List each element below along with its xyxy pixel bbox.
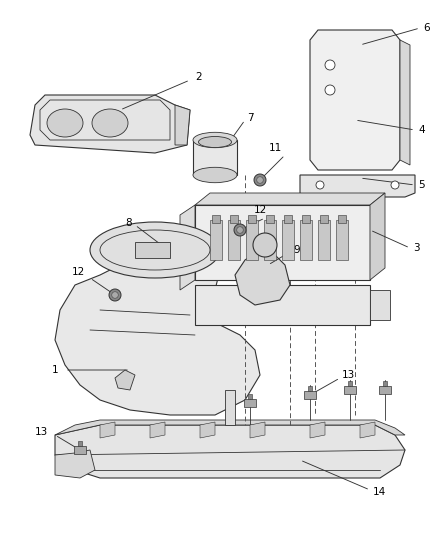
Polygon shape	[344, 386, 356, 394]
Text: 7: 7	[247, 113, 254, 123]
Polygon shape	[304, 391, 316, 399]
Polygon shape	[74, 446, 86, 454]
Text: 6: 6	[423, 23, 430, 33]
Text: 5: 5	[418, 180, 424, 190]
Polygon shape	[175, 105, 190, 145]
Polygon shape	[193, 140, 237, 175]
Circle shape	[253, 233, 277, 257]
Polygon shape	[248, 215, 256, 223]
Polygon shape	[55, 420, 405, 435]
Polygon shape	[310, 422, 325, 438]
Ellipse shape	[193, 167, 237, 183]
Polygon shape	[230, 215, 238, 223]
Polygon shape	[379, 386, 391, 394]
Polygon shape	[360, 422, 375, 438]
Polygon shape	[320, 215, 328, 223]
Polygon shape	[250, 422, 265, 438]
Polygon shape	[246, 220, 258, 260]
Polygon shape	[244, 399, 256, 407]
Polygon shape	[78, 441, 82, 446]
Polygon shape	[308, 386, 312, 391]
Ellipse shape	[193, 132, 237, 148]
Text: 8: 8	[125, 218, 132, 228]
Circle shape	[257, 177, 263, 183]
Text: 13: 13	[35, 427, 48, 437]
Polygon shape	[55, 250, 260, 415]
Text: 2: 2	[195, 72, 201, 82]
Text: 1: 1	[51, 365, 58, 375]
Polygon shape	[150, 422, 165, 438]
Circle shape	[237, 227, 243, 233]
Polygon shape	[318, 220, 330, 260]
Polygon shape	[370, 290, 390, 320]
Polygon shape	[259, 245, 271, 285]
Polygon shape	[200, 422, 215, 438]
Polygon shape	[212, 215, 220, 223]
Polygon shape	[310, 30, 400, 170]
Polygon shape	[370, 193, 385, 280]
Polygon shape	[400, 40, 410, 165]
Text: 13: 13	[342, 370, 355, 380]
Text: 12: 12	[253, 205, 267, 215]
Polygon shape	[302, 215, 310, 223]
Circle shape	[325, 60, 335, 70]
Polygon shape	[348, 381, 352, 386]
Circle shape	[254, 174, 266, 186]
Polygon shape	[30, 95, 190, 153]
Polygon shape	[195, 285, 370, 325]
Polygon shape	[282, 220, 294, 260]
Polygon shape	[235, 250, 290, 305]
Text: 9: 9	[293, 245, 300, 255]
Polygon shape	[300, 175, 415, 197]
Polygon shape	[195, 193, 385, 205]
Polygon shape	[248, 394, 252, 399]
Text: 11: 11	[268, 143, 282, 153]
Polygon shape	[266, 215, 274, 223]
Polygon shape	[55, 450, 95, 478]
Circle shape	[325, 85, 335, 95]
Polygon shape	[300, 220, 312, 260]
Polygon shape	[210, 220, 222, 260]
Polygon shape	[338, 215, 346, 223]
Ellipse shape	[90, 222, 220, 278]
Circle shape	[316, 181, 324, 189]
Ellipse shape	[92, 109, 128, 137]
Ellipse shape	[198, 136, 232, 148]
Polygon shape	[135, 242, 170, 258]
Circle shape	[234, 224, 246, 236]
Polygon shape	[55, 425, 405, 478]
Ellipse shape	[47, 109, 83, 137]
Circle shape	[112, 292, 118, 298]
Polygon shape	[228, 220, 240, 260]
Polygon shape	[180, 205, 195, 290]
Polygon shape	[100, 422, 115, 438]
Text: 12: 12	[72, 267, 85, 277]
Text: 3: 3	[413, 243, 420, 253]
Text: 4: 4	[418, 125, 424, 135]
Text: 14: 14	[373, 487, 386, 497]
Polygon shape	[195, 205, 370, 280]
Circle shape	[109, 289, 121, 301]
Polygon shape	[336, 220, 348, 260]
Polygon shape	[115, 370, 135, 390]
Polygon shape	[284, 215, 292, 223]
Polygon shape	[225, 390, 235, 425]
Polygon shape	[383, 381, 387, 386]
Polygon shape	[264, 220, 276, 260]
Circle shape	[391, 181, 399, 189]
